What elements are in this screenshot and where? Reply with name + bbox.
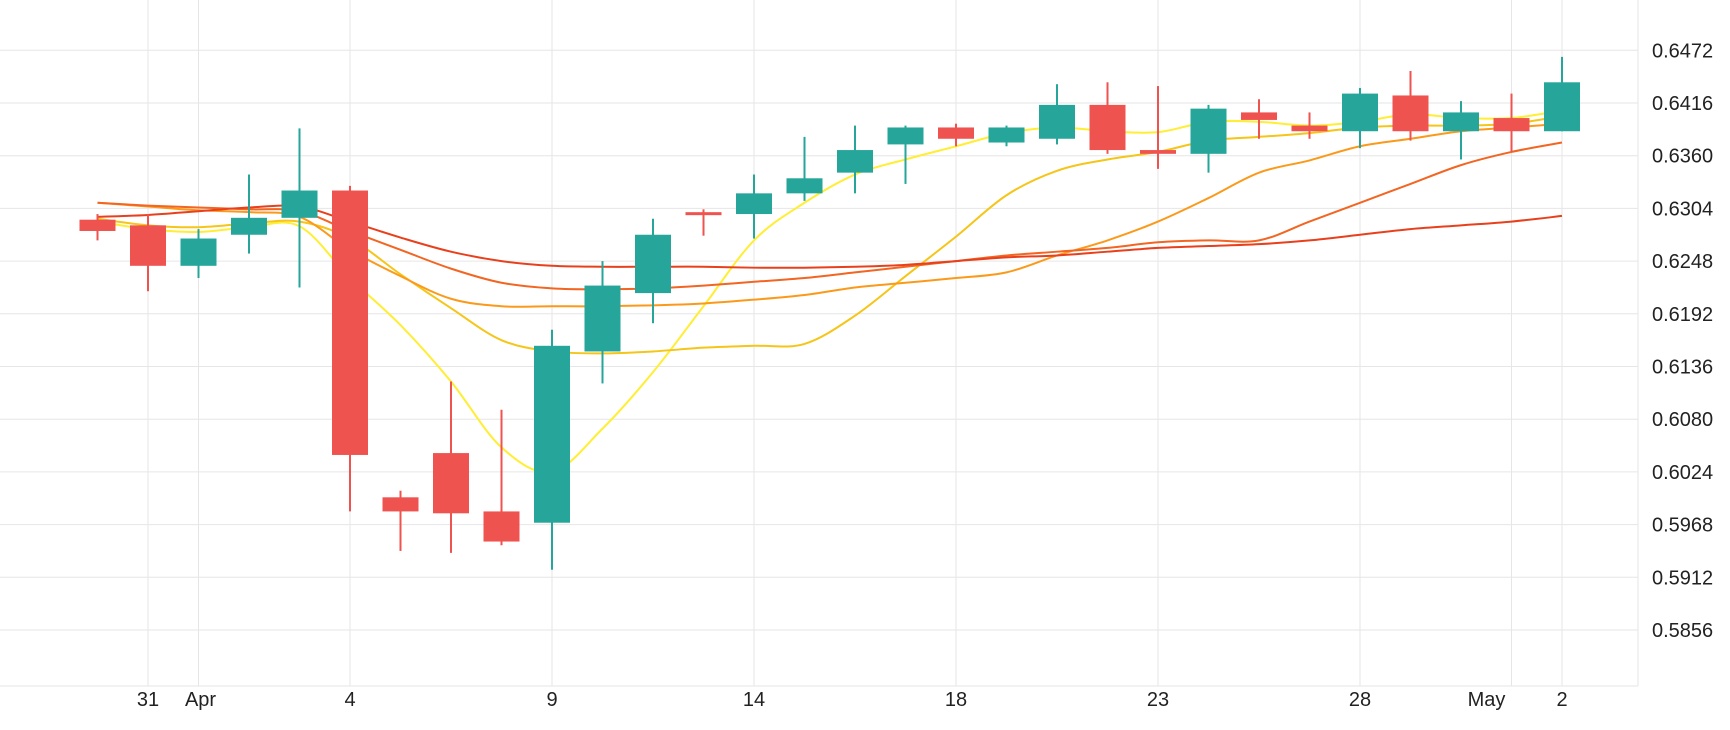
candle-up (281, 128, 318, 288)
candle-up (1443, 101, 1479, 160)
y-tick-label: 0.6360 (1652, 146, 1713, 168)
candle-down (1140, 86, 1176, 169)
candle-body (1039, 104, 1075, 139)
candle-body (1342, 93, 1378, 132)
candle-down (79, 214, 116, 241)
x-tick-label: May (1468, 689, 1506, 711)
candle-down (1392, 71, 1429, 141)
y-tick-label: 0.6248 (1652, 251, 1713, 273)
candle-up (584, 261, 621, 384)
x-tick-label: 23 (1147, 689, 1169, 711)
y-gridlines (0, 49, 1638, 687)
candle-body (231, 217, 267, 235)
candle-body (988, 127, 1025, 143)
candle-body (130, 225, 166, 266)
candle-up (1039, 84, 1075, 145)
candle-body (483, 511, 520, 542)
candle-body (433, 453, 469, 514)
candle-up (988, 125, 1025, 147)
x-tick-label: 18 (945, 689, 967, 711)
candle-body (332, 190, 368, 455)
candle-body (1443, 112, 1479, 132)
candle-body (938, 127, 974, 139)
candle-up (887, 125, 924, 184)
x-tick-label: 28 (1349, 689, 1371, 711)
y-tick-label: 0.6416 (1652, 93, 1713, 115)
candle-body (837, 150, 873, 173)
candle-up (534, 329, 570, 570)
x-tick-label: Apr (185, 689, 216, 711)
candle-body (1241, 112, 1277, 120)
candle-up (1342, 87, 1378, 149)
y-tick-label: 0.5968 (1652, 515, 1713, 537)
x-tick-label: 4 (344, 689, 355, 711)
candle-up (736, 174, 772, 239)
candle-body (887, 127, 924, 145)
moving-average-lines (97, 109, 1563, 474)
candle-body (786, 178, 823, 194)
candle-body (534, 345, 570, 523)
candle-body (382, 497, 419, 512)
candles (79, 56, 1580, 570)
candle-down (382, 490, 419, 551)
candle-up (635, 218, 671, 324)
candle-down (1493, 93, 1530, 152)
y-tick-label: 0.6304 (1652, 198, 1713, 220)
y-tick-label: 0.5856 (1652, 620, 1713, 642)
candle-body (1493, 118, 1530, 132)
y-tick-label: 0.6472 (1652, 40, 1713, 62)
candle-body (1089, 104, 1126, 151)
candle-body (1291, 125, 1328, 132)
candle-body (1544, 82, 1580, 132)
candle-down (938, 123, 974, 147)
candle-body (180, 238, 217, 266)
candle-down (1291, 112, 1328, 139)
candle-down (685, 209, 722, 236)
candle-down (1241, 99, 1277, 139)
x-axis-labels: 31 Apr 4 9 14 18 23 28 May 2 (137, 689, 1568, 711)
candle-body (635, 234, 671, 294)
candle-body (79, 219, 116, 231)
candle-body (1140, 150, 1176, 154)
candle-up (1544, 56, 1580, 132)
candle-body (584, 285, 621, 352)
candle-down (332, 185, 368, 512)
y-tick-label: 0.5912 (1652, 567, 1713, 589)
candle-down (433, 381, 469, 553)
candle-body (281, 190, 318, 218)
candle-up (1190, 104, 1227, 173)
candle-body (1392, 95, 1429, 132)
y-tick-label: 0.6024 (1652, 462, 1713, 484)
candle-down (130, 214, 166, 292)
x-tick-label: 9 (546, 689, 557, 711)
candle-down (483, 409, 520, 546)
y-tick-label: 0.6080 (1652, 409, 1713, 431)
x-tick-label: 14 (743, 689, 765, 711)
candle-body (736, 193, 772, 215)
candle-up (837, 125, 873, 194)
x-tick-label: 31 (137, 689, 159, 711)
y-tick-label: 0.6136 (1652, 357, 1713, 379)
x-tick-label: 2 (1556, 689, 1567, 711)
candle-body (685, 212, 722, 216)
candle-up (180, 229, 217, 279)
candle-up (786, 136, 823, 201)
y-tick-label: 0.6192 (1652, 304, 1713, 326)
y-axis-labels: 0.6472 0.6416 0.6360 0.6304 0.6248 0.6192 0.61… (1652, 40, 1713, 642)
candle-up (231, 174, 267, 254)
candle-body (1190, 108, 1227, 154)
candle-down (1089, 82, 1126, 154)
